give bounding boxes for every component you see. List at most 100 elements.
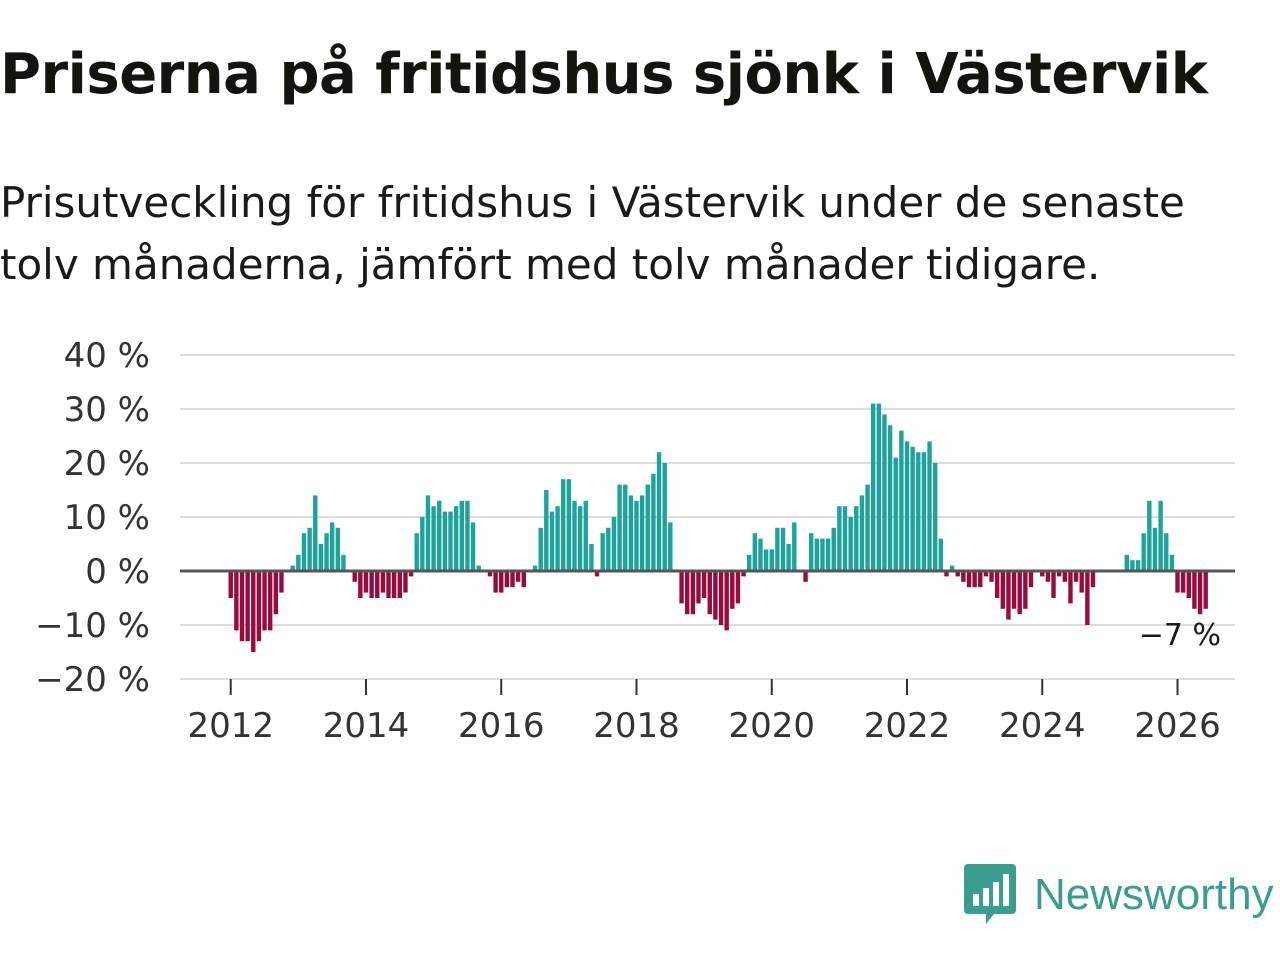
bar bbox=[685, 571, 690, 615]
bar bbox=[809, 533, 814, 571]
bar bbox=[487, 571, 493, 577]
bar bbox=[763, 549, 769, 571]
bar bbox=[589, 544, 594, 571]
bar bbox=[386, 571, 391, 598]
bar bbox=[690, 571, 696, 615]
y-tick-label: 40 % bbox=[64, 336, 150, 376]
bar bbox=[561, 479, 566, 571]
bar bbox=[358, 571, 363, 598]
bar bbox=[228, 571, 233, 598]
x-tick-label: 2018 bbox=[593, 706, 680, 746]
bar bbox=[397, 571, 402, 598]
bar bbox=[470, 522, 476, 571]
bar bbox=[713, 571, 718, 620]
bar bbox=[403, 571, 408, 593]
x-tick-label: 2026 bbox=[1134, 706, 1221, 746]
bar bbox=[510, 571, 515, 588]
bar bbox=[414, 533, 419, 571]
bar bbox=[775, 527, 780, 571]
bar bbox=[803, 571, 808, 582]
bar bbox=[628, 495, 634, 571]
bar bbox=[251, 571, 256, 652]
bar bbox=[301, 533, 307, 571]
bar bbox=[583, 500, 588, 571]
bar bbox=[273, 571, 279, 615]
x-tick-label: 2022 bbox=[864, 706, 951, 746]
bar bbox=[623, 484, 628, 571]
bar bbox=[341, 554, 346, 571]
bar bbox=[420, 517, 425, 571]
bar bbox=[600, 533, 605, 571]
bar bbox=[876, 403, 882, 571]
bar bbox=[916, 452, 921, 571]
bar bbox=[741, 571, 746, 577]
bar bbox=[1079, 571, 1084, 593]
bar bbox=[938, 538, 944, 571]
bar bbox=[515, 571, 521, 582]
bar bbox=[1011, 571, 1017, 609]
bar bbox=[499, 571, 504, 593]
y-tick-label: −10 % bbox=[35, 606, 150, 646]
bar bbox=[1085, 571, 1090, 625]
bar bbox=[792, 522, 797, 571]
bar bbox=[324, 533, 329, 571]
bar bbox=[1192, 571, 1197, 609]
chart-subtitle: Prisutveckling för fritidshus i Västervi… bbox=[0, 178, 1185, 289]
bar bbox=[668, 522, 673, 571]
bar bbox=[634, 500, 639, 571]
bar bbox=[955, 571, 960, 577]
y-axis-labels: 40 % 30 % 20 % 10 % 0 % −10 % −20 % bbox=[35, 336, 150, 700]
newsworthy-logo-icon bbox=[964, 864, 1016, 924]
bar bbox=[786, 544, 791, 571]
newsworthy-logo: Newsworthy bbox=[964, 864, 1274, 926]
y-tick-label: 0 % bbox=[85, 552, 150, 592]
bar bbox=[1068, 571, 1073, 604]
x-tick-label: 2012 bbox=[187, 706, 274, 746]
bar bbox=[870, 403, 876, 571]
bar bbox=[313, 495, 318, 571]
bar bbox=[1169, 554, 1175, 571]
grid-lines bbox=[180, 354, 1235, 680]
bar bbox=[538, 527, 543, 571]
bar bbox=[944, 571, 949, 577]
bar bbox=[572, 500, 577, 571]
y-tick-label: 10 % bbox=[64, 498, 150, 538]
bar bbox=[1062, 571, 1067, 582]
bar bbox=[245, 571, 250, 642]
bar bbox=[1186, 571, 1191, 598]
x-tick-label: 2024 bbox=[999, 706, 1086, 746]
bar bbox=[262, 571, 267, 631]
bar-chart: 40 %30 %20 %10 %0 %−10 %−20 % 2012 2014 20… bbox=[35, 336, 1235, 746]
bar bbox=[639, 495, 645, 571]
bar bbox=[442, 511, 448, 571]
bar bbox=[239, 571, 245, 642]
bar bbox=[493, 571, 498, 593]
bar bbox=[932, 463, 938, 571]
y-tick-label: 20 % bbox=[64, 444, 150, 484]
bar bbox=[335, 527, 340, 571]
bar bbox=[380, 571, 386, 593]
bar bbox=[431, 506, 436, 571]
bar bbox=[927, 441, 932, 571]
bar bbox=[887, 425, 893, 571]
bar bbox=[645, 484, 650, 571]
bar bbox=[904, 441, 910, 571]
bar bbox=[994, 571, 1000, 598]
bar bbox=[1006, 571, 1011, 620]
bar bbox=[989, 571, 994, 582]
bar bbox=[256, 571, 262, 642]
bar bbox=[566, 479, 572, 571]
bar bbox=[1028, 571, 1034, 588]
bar bbox=[961, 571, 966, 582]
bar bbox=[453, 506, 459, 571]
bar bbox=[831, 527, 836, 571]
bar bbox=[1130, 560, 1135, 571]
bar bbox=[476, 565, 481, 571]
bar bbox=[1000, 571, 1006, 609]
x-tick-label: 2016 bbox=[458, 706, 545, 746]
bar bbox=[307, 527, 312, 571]
bar bbox=[375, 571, 380, 598]
bar bbox=[408, 571, 414, 577]
bar bbox=[369, 571, 374, 598]
bar bbox=[1147, 500, 1152, 571]
